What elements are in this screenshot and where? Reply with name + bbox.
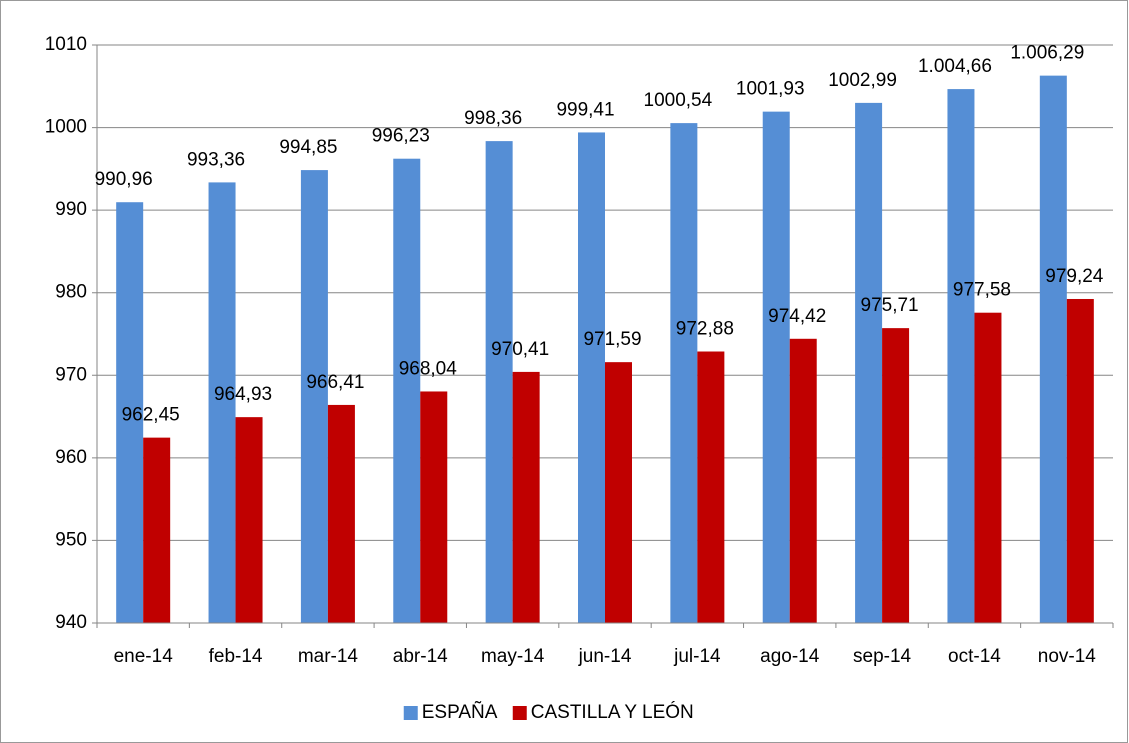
bar (1066, 298, 1094, 623)
x-tick-label: ene-14 (114, 646, 174, 667)
y-tick-label: 950 (55, 529, 87, 550)
y-tick-label: 980 (55, 282, 87, 303)
bar (1039, 75, 1067, 623)
data-label: 966,41 (306, 372, 364, 393)
y-tick-label: 1010 (45, 34, 87, 55)
x-tick-label: jun-14 (578, 646, 632, 667)
data-label: 977,58 (953, 280, 1011, 301)
data-label: 979,24 (1045, 266, 1104, 287)
bar (670, 123, 698, 623)
data-label: 968,04 (399, 358, 458, 379)
bar (327, 404, 355, 623)
data-label: 1001,93 (736, 79, 805, 100)
bar (855, 102, 883, 623)
x-tick-label: sep-14 (853, 646, 912, 667)
data-label: 1000,54 (644, 90, 713, 111)
bar (974, 312, 1002, 623)
data-label: 998,36 (464, 108, 522, 129)
data-label: 990,96 (95, 169, 153, 190)
bar (393, 158, 421, 623)
bar (300, 170, 328, 624)
data-label: 994,85 (279, 137, 337, 158)
data-label: 993,36 (187, 149, 245, 170)
x-tick-label: may-14 (481, 646, 545, 667)
bar (697, 351, 725, 623)
data-label: 1.004,66 (918, 56, 992, 77)
bar (208, 182, 236, 623)
x-tick-label: abr-14 (393, 646, 448, 667)
bar (762, 111, 790, 624)
data-label: 970,41 (491, 339, 549, 360)
x-tick-label: nov-14 (1038, 646, 1097, 667)
bar (578, 132, 605, 623)
bar (789, 338, 817, 623)
y-tick-label: 940 (55, 612, 87, 633)
y-tick-label: 1000 (45, 117, 87, 138)
data-label: 996,23 (372, 126, 430, 147)
data-label: 964,93 (214, 384, 272, 405)
data-label: 971,59 (583, 329, 641, 350)
legend-label: ESPAÑA (422, 701, 498, 723)
y-tick-label: 970 (55, 364, 87, 385)
x-tick-label: oct-14 (948, 646, 1001, 667)
bar (512, 371, 540, 623)
x-tick-label: mar-14 (298, 646, 359, 667)
bar (116, 202, 144, 623)
bar (947, 89, 975, 623)
bar (235, 417, 263, 623)
data-label: 962,45 (122, 405, 180, 426)
bar (420, 391, 448, 623)
bar (605, 362, 632, 623)
data-label: 1002,99 (828, 70, 897, 91)
data-label: 975,71 (861, 295, 919, 316)
bar (882, 328, 910, 623)
x-tick-label: feb-14 (209, 646, 263, 667)
legend-swatch (512, 706, 527, 720)
x-tick-label: jul-14 (673, 646, 721, 667)
data-label: 974,42 (768, 306, 826, 327)
data-label: 1.006,29 (1010, 43, 1084, 64)
bar (143, 437, 171, 623)
bar (485, 141, 513, 623)
data-label: 972,88 (676, 319, 734, 340)
legend-swatch (403, 706, 418, 720)
y-tick-label: 960 (55, 447, 87, 468)
x-tick-label: ago-14 (760, 646, 820, 667)
y-tick-label: 990 (55, 199, 87, 220)
legend-label: CASTILLA Y LEÓN (531, 701, 694, 723)
data-label: 999,41 (556, 99, 614, 120)
